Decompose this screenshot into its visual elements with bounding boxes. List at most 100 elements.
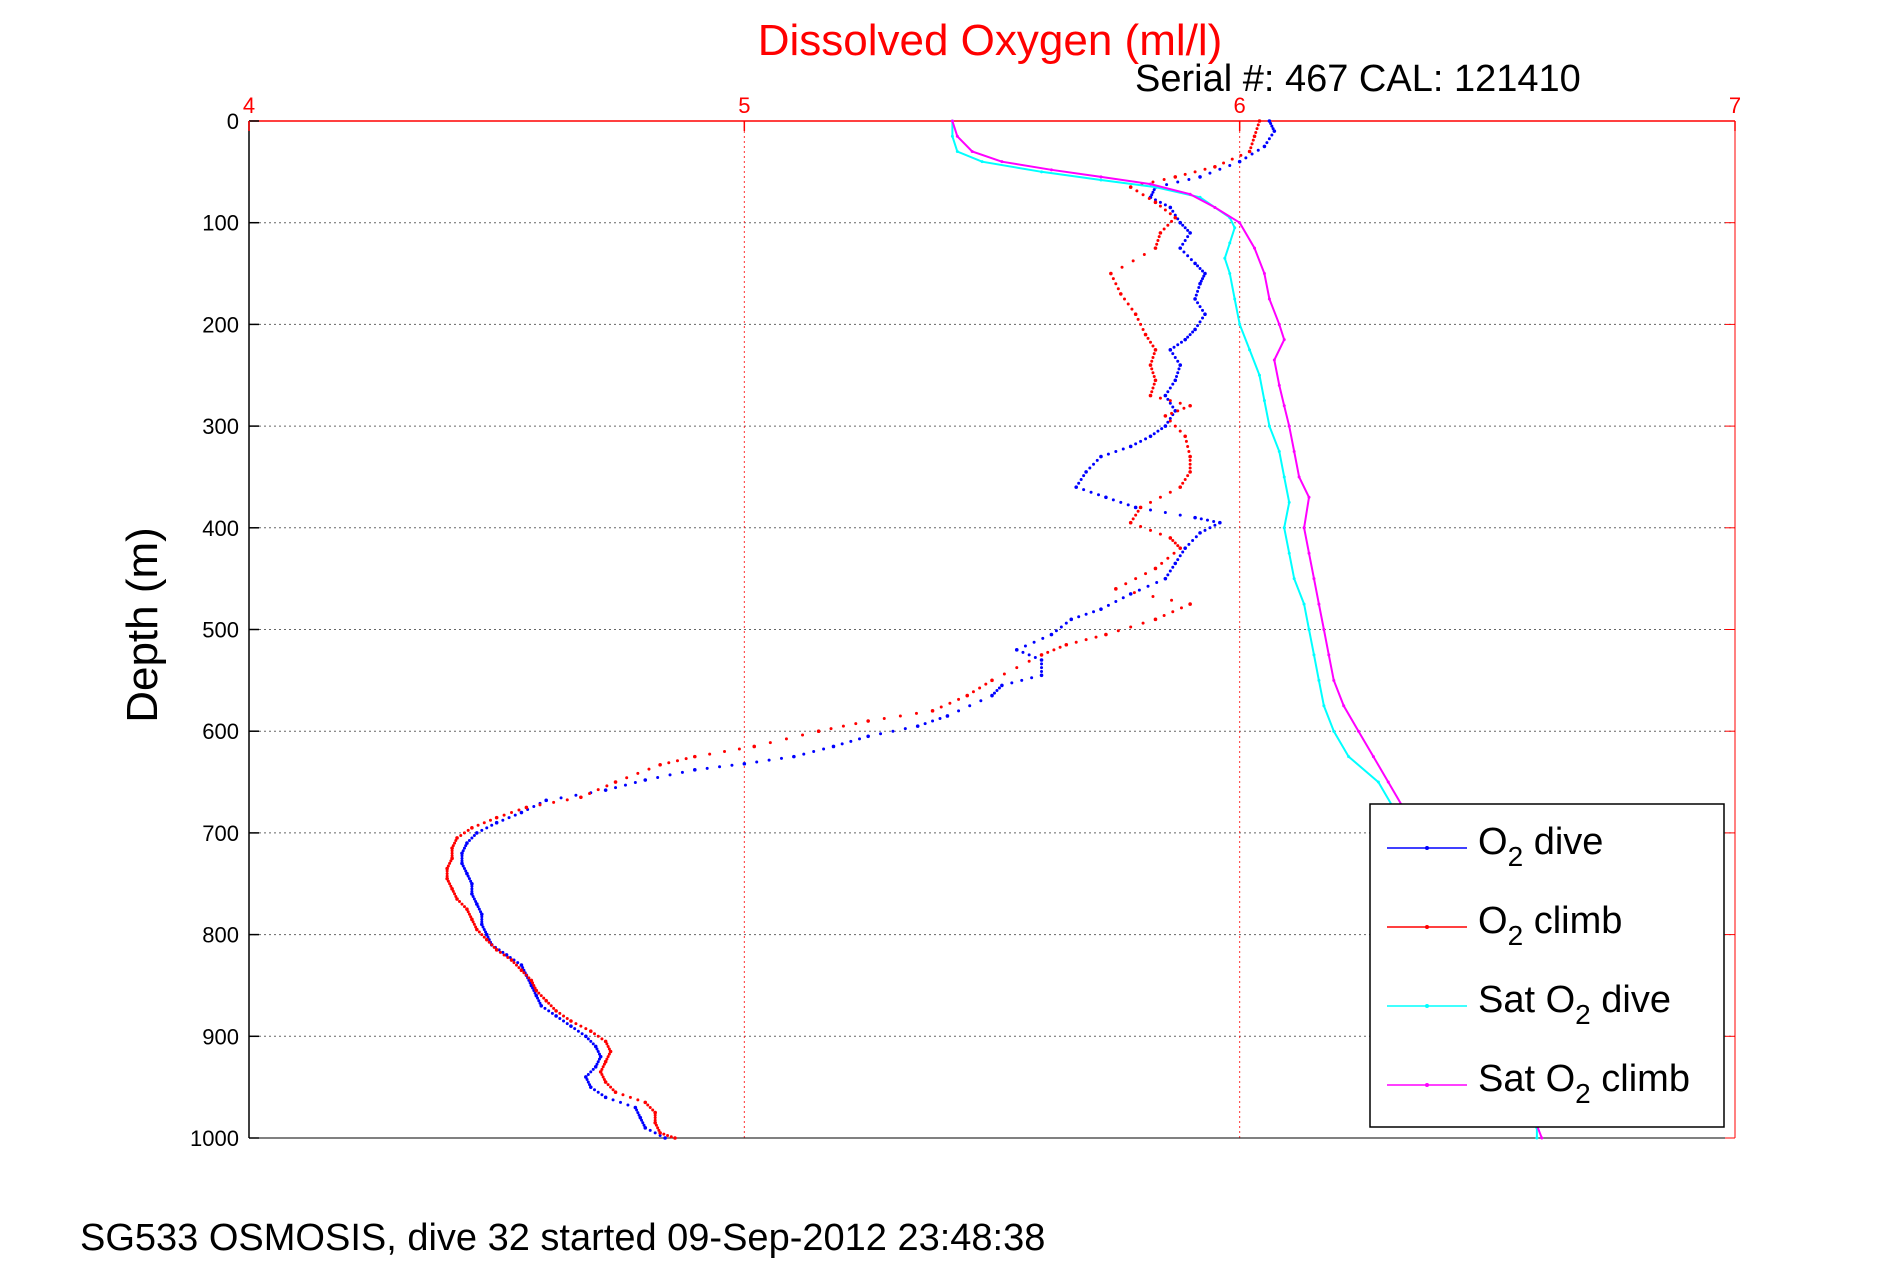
data-point-o2_dive bbox=[1176, 359, 1180, 363]
data-point-o2_climb bbox=[654, 1123, 658, 1127]
data-point-o2_dive bbox=[460, 854, 464, 858]
x-tick-label: 7 bbox=[1729, 93, 1741, 118]
data-point-o2_dive bbox=[595, 1062, 599, 1066]
data-point-o2_climb bbox=[467, 912, 471, 916]
data-point-sat_climb bbox=[1342, 704, 1346, 708]
data-point-o2_climb bbox=[1168, 490, 1172, 494]
data-point-o2_dive bbox=[460, 856, 464, 860]
data-point-o2_climb bbox=[1129, 625, 1133, 629]
data-point-o2_climb bbox=[455, 897, 459, 901]
data-point-o2_dive bbox=[533, 991, 537, 995]
data-point-o2_dive bbox=[522, 968, 526, 972]
data-point-o2_dive bbox=[1189, 258, 1193, 262]
data-point-o2_dive bbox=[543, 1006, 547, 1010]
legend-label-o2_dive: O2 dive bbox=[1478, 821, 1603, 872]
data-point-o2_climb bbox=[628, 1095, 632, 1099]
data-point-o2_climb bbox=[600, 1072, 604, 1076]
data-point-o2_climb bbox=[1150, 359, 1154, 363]
data-point-o2_climb bbox=[621, 1093, 625, 1097]
data-point-o2_dive bbox=[1099, 607, 1103, 611]
data-point-sat_dive bbox=[1223, 256, 1227, 260]
data-point-o2_dive bbox=[470, 887, 474, 891]
data-point-o2_dive bbox=[1193, 261, 1197, 266]
data-point-o2_climb bbox=[1188, 466, 1192, 470]
data-point-sat_climb bbox=[1149, 182, 1153, 186]
data-point-o2_dive bbox=[1176, 343, 1180, 347]
data-point-o2_climb bbox=[613, 1090, 618, 1095]
data-point-o2_dive bbox=[1059, 625, 1063, 629]
data-point-o2_climb bbox=[1052, 648, 1056, 652]
data-point-o2_dive bbox=[1186, 235, 1190, 239]
legend-box bbox=[1369, 803, 1725, 1128]
data-point-sat_climb bbox=[1238, 221, 1242, 225]
data-point-o2_climb bbox=[448, 861, 452, 865]
data-point-o2_dive bbox=[580, 1032, 584, 1036]
data-point-o2_dive bbox=[1020, 678, 1024, 682]
data-point-o2_dive bbox=[831, 744, 836, 749]
legend-label-suffix: climb bbox=[1591, 1058, 1690, 1100]
data-point-o2_climb bbox=[1149, 340, 1153, 344]
data-point-o2_climb bbox=[1114, 282, 1118, 286]
data-point-o2_climb bbox=[1178, 546, 1183, 550]
data-point-o2_climb bbox=[1147, 197, 1151, 201]
data-point-o2_dive bbox=[1149, 508, 1153, 512]
data-point-sat_climb bbox=[1282, 404, 1286, 408]
plot-area: 0 100 200 300 400 500 600 700 800 900 1000 4 5 6 7 bbox=[190, 93, 1741, 1151]
data-point-o2_dive bbox=[1196, 301, 1200, 305]
data-point-o2_climb bbox=[1178, 429, 1182, 433]
data-point-o2_climb bbox=[653, 1118, 657, 1122]
data-point-o2_climb bbox=[613, 780, 618, 784]
data-point-o2_climb bbox=[1058, 645, 1062, 649]
data-point-o2_climb bbox=[658, 762, 662, 767]
data-point-o2_dive bbox=[1181, 242, 1185, 246]
data-point-o2_dive bbox=[1244, 156, 1248, 160]
data-point-o2_climb bbox=[603, 1059, 608, 1064]
data-point-o2_climb bbox=[450, 849, 454, 853]
data-point-o2_dive bbox=[1166, 390, 1170, 394]
data-point-o2_dive bbox=[1158, 200, 1162, 204]
data-point-o2_climb bbox=[584, 1027, 588, 1031]
data-point-o2_dive bbox=[1176, 180, 1180, 184]
data-point-o2_climb bbox=[558, 1011, 562, 1015]
y-axis-label: Depth (m) bbox=[118, 527, 167, 723]
data-point-o2_climb bbox=[574, 1022, 578, 1026]
data-point-o2_dive bbox=[1193, 515, 1197, 520]
data-point-sat_climb bbox=[1307, 551, 1311, 555]
data-point-sat_climb bbox=[1357, 729, 1361, 733]
data-point-o2_climb bbox=[1173, 215, 1178, 220]
data-point-o2_dive bbox=[840, 742, 844, 746]
data-point-o2_dive bbox=[603, 788, 608, 792]
data-point-o2_dive bbox=[494, 820, 499, 825]
data-point-o2_dive bbox=[1262, 144, 1267, 149]
data-point-sat_dive bbox=[1228, 272, 1232, 276]
data-point-o2_dive bbox=[538, 1001, 542, 1005]
data-point-o2_dive bbox=[558, 1017, 562, 1021]
data-point-o2_climb bbox=[1168, 419, 1172, 423]
data-point-o2_climb bbox=[1168, 212, 1172, 216]
data-point-o2_dive bbox=[527, 978, 531, 982]
data-point-o2_climb bbox=[1152, 352, 1156, 356]
data-point-sat_dive bbox=[1287, 551, 1291, 555]
data-point-o2_climb bbox=[552, 800, 556, 804]
data-point-sat_dive bbox=[1376, 780, 1380, 784]
legend-label-sat_dive: Sat O2 dive bbox=[1478, 979, 1671, 1030]
data-point-o2_climb bbox=[971, 690, 975, 694]
data-point-o2_dive bbox=[603, 1095, 608, 1100]
data-point-o2_climb bbox=[1015, 666, 1019, 670]
data-point-o2_dive bbox=[1176, 371, 1180, 375]
data-point-o2_dive bbox=[1176, 217, 1180, 221]
data-point-o2_dive bbox=[1198, 320, 1202, 324]
data-point-o2_dive bbox=[1197, 286, 1201, 290]
data-point-o2_dive bbox=[589, 1039, 593, 1043]
data-point-o2_climb bbox=[517, 808, 521, 812]
data-point-o2_climb bbox=[1027, 659, 1031, 663]
series-o2_dive bbox=[460, 119, 1277, 1140]
data-point-o2_dive bbox=[1096, 493, 1100, 497]
data-point-sat_climb bbox=[1307, 495, 1311, 499]
data-point-o2_climb bbox=[801, 733, 805, 737]
data-point-o2_dive bbox=[1178, 220, 1183, 225]
data-point-o2_dive bbox=[1178, 554, 1182, 558]
data-point-o2_climb bbox=[506, 955, 510, 959]
data-point-o2_dive bbox=[1027, 653, 1031, 657]
data-point-o2_dive bbox=[472, 833, 476, 837]
